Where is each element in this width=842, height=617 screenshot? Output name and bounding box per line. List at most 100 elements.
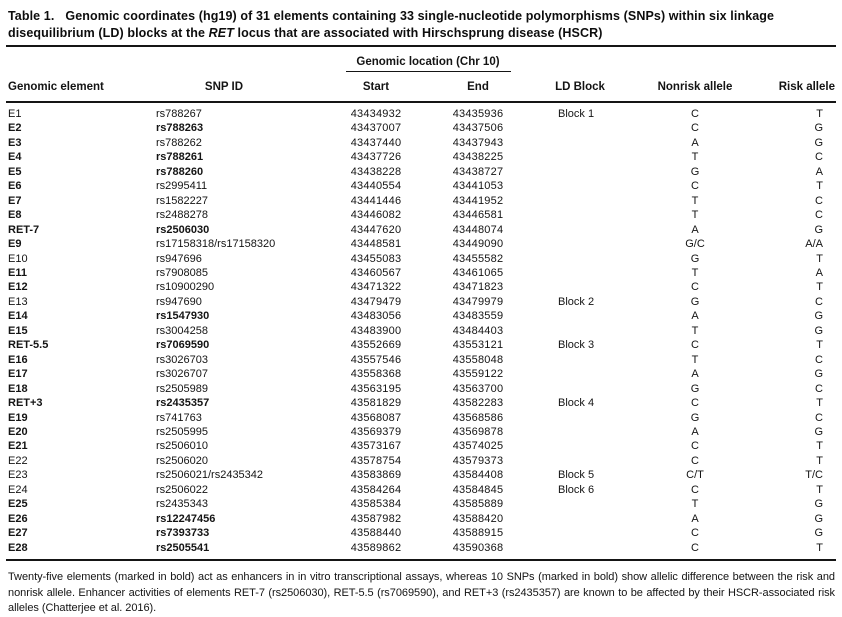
ld-block-cell: Block 1 [558, 108, 595, 120]
start-cell: 43563195 [350, 382, 402, 395]
column-header-nonrisk-allele: Nonrisk allele [630, 72, 760, 103]
ld-block-cell [530, 121, 630, 135]
genomic-element-cell: E19 [8, 411, 28, 424]
snp-id-cell: rs3026703 [156, 353, 208, 366]
start-cell: 43557546 [350, 353, 402, 366]
ld-block-cell: Block 6 [558, 483, 595, 496]
start-cell: 43587982 [350, 512, 402, 525]
start-cell: 43573167 [350, 440, 402, 453]
snp-id-cell: rs10900290 [156, 281, 215, 294]
table-row: E15 rs3004258 43483900 43484403 T G [6, 324, 836, 338]
ld-block-cell [530, 280, 630, 294]
ld-block-cell [530, 136, 630, 150]
nonrisk-allele-cell: C [691, 454, 699, 467]
genomic-element-cell: RET+3 [8, 397, 43, 410]
start-cell: 43440554 [350, 180, 402, 193]
end-cell: 43479979 [452, 295, 504, 308]
genomic-element-cell: E25 [8, 498, 28, 511]
nonrisk-allele-cell: C [691, 440, 699, 453]
end-cell: 43559122 [452, 368, 504, 381]
table-row: E21 rs2506010 43573167 43574025 C T [6, 439, 836, 453]
snp-id-cell: rs2488278 [156, 209, 208, 222]
start-cell: 43581829 [350, 397, 402, 410]
risk-allele-cell: T [816, 454, 823, 467]
nonrisk-allele-cell: G [690, 252, 700, 265]
table-row: E28 rs2505541 43589862 43590368 C T [6, 541, 836, 560]
ld-block-cell: Block 3 [558, 339, 595, 352]
table-footnote: Twenty-five elements (marked in bold) ac… [8, 571, 835, 615]
genomic-element-cell: E4 [8, 151, 22, 164]
snp-id-cell: rs1547930 [156, 310, 210, 323]
start-cell: 43578754 [350, 454, 402, 467]
start-cell: 43448581 [350, 238, 402, 251]
end-cell: 43435936 [452, 108, 504, 120]
column-header-snp-id: SNP ID [156, 72, 326, 103]
genomic-element-cell: RET-5.5 [8, 339, 49, 352]
risk-allele-cell: T [816, 180, 823, 193]
snp-id-cell: rs3004258 [156, 324, 208, 337]
risk-allele-cell: C [815, 209, 823, 222]
start-cell: 43437726 [350, 151, 402, 164]
ld-block-cell [530, 165, 630, 179]
spacer-cell [6, 46, 156, 72]
table-row: E11 rs7908085 43460567 43461065 T A [6, 266, 836, 280]
end-cell: 43585889 [452, 498, 504, 511]
snp-id-cell: rs2995411 [156, 180, 208, 193]
table-row: E25 rs2435343 43585384 43585889 T G [6, 497, 836, 511]
end-cell: 43574025 [452, 440, 504, 453]
nonrisk-allele-cell: A [691, 368, 699, 381]
ld-block-cell [530, 208, 630, 222]
end-cell: 43441952 [452, 194, 504, 207]
nonrisk-allele-cell: C [691, 122, 699, 135]
ld-block-cell [530, 237, 630, 251]
risk-allele-cell: G [814, 122, 823, 135]
snp-id-cell: rs788261 [156, 151, 204, 164]
start-cell: 43569379 [350, 425, 402, 438]
ld-block-cell [530, 497, 630, 511]
start-cell: 43446082 [350, 209, 402, 222]
snp-id-cell: rs2506020 [156, 454, 208, 467]
snp-id-cell: rs2435343 [156, 498, 208, 511]
table-body: E1 rs788267 43434932 43435936 Block 1 C T E2 rs7… [6, 102, 836, 560]
nonrisk-allele-cell: A [691, 425, 699, 438]
table-row: E27 rs7393733 43588440 43588915 C G [6, 526, 836, 540]
start-cell: 43447620 [350, 223, 402, 236]
start-cell: 43552669 [350, 339, 402, 352]
start-cell: 43434932 [350, 108, 402, 120]
group-header-row: Genomic location (Chr 10) [6, 46, 836, 72]
column-header-row: Genomic element SNP ID Start End LD Bloc… [6, 72, 836, 103]
ld-block-cell [530, 439, 630, 453]
snp-id-cell: rs741763 [156, 411, 202, 424]
table-row: RET-7 rs2506030 43447620 43448074 A G [6, 223, 836, 237]
snp-id-cell: rs7069590 [156, 339, 210, 352]
snp-id-cell: rs2505995 [156, 425, 208, 438]
snp-id-cell: rs947690 [156, 295, 202, 308]
snp-id-cell: rs7908085 [156, 266, 208, 279]
ld-block-cell [530, 541, 630, 560]
table-title-text-end: locus that are associated with Hirschspr… [233, 25, 603, 40]
ld-block-cell: Block 2 [558, 295, 595, 308]
risk-allele-cell: C [815, 411, 823, 424]
end-cell: 43449090 [452, 238, 504, 251]
risk-allele-cell: T [816, 483, 823, 496]
end-cell: 43553121 [452, 339, 504, 352]
ld-block-cell [530, 454, 630, 468]
column-header-genomic-element: Genomic element [6, 72, 156, 103]
nonrisk-allele-cell: T [691, 194, 699, 207]
spacer-cell [630, 46, 760, 72]
nonrisk-allele-cell: C [691, 527, 699, 540]
risk-allele-cell: T [816, 397, 823, 410]
snp-id-cell: rs7393733 [156, 527, 210, 540]
start-cell: 43483056 [350, 310, 402, 323]
genomic-element-cell: E21 [8, 440, 28, 453]
genomic-element-cell: E5 [8, 165, 22, 178]
snp-id-cell: rs2506022 [156, 483, 208, 496]
risk-allele-cell: G [814, 223, 823, 236]
risk-allele-cell: T [816, 281, 823, 294]
risk-allele-cell: T [816, 108, 823, 120]
table-row: E10 rs947696 43455083 43455582 G T [6, 252, 836, 266]
snp-id-cell: rs2505989 [156, 382, 208, 395]
end-cell: 43455582 [452, 252, 504, 265]
table-row: RET+3 rs2435357 43581829 43582283 Block 4 C T [6, 396, 836, 410]
risk-allele-cell: G [814, 136, 823, 149]
